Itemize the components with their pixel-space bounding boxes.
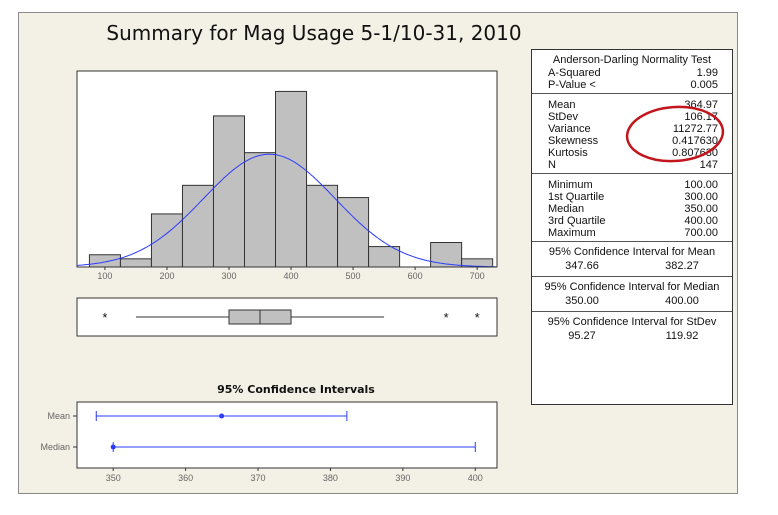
ci-chart-title: 95% Confidence Intervals	[217, 383, 375, 396]
histogram-x-tick-label: 600	[408, 271, 423, 281]
ci-series-label: Median	[40, 442, 70, 452]
ci-median-section: 95% Confidence Interval for Median 350.0…	[532, 277, 732, 312]
ci-mean-section: 95% Confidence Interval for Mean 347.66 …	[532, 242, 732, 277]
quartiles-section: Minimum 100.00 1st Quartile 300.00 Media…	[532, 174, 732, 242]
stat-row-q1: 1st Quartile 300.00	[548, 191, 718, 203]
histogram-x-tick-label: 200	[159, 271, 174, 281]
histogram-bar	[306, 184, 339, 268]
normal-curve	[76, 153, 496, 268]
ci-x-tick-label: 370	[251, 473, 266, 483]
histogram-bar	[119, 258, 152, 268]
ci-stdev-values: 95.27 119.92	[568, 330, 699, 342]
stat-row-minimum: Minimum 100.00	[548, 179, 718, 191]
stats-panel: Anderson-Darling Normality Test A-Square…	[531, 49, 733, 405]
summary-report: Summary for Mag Usage 5-1/10-31, 2010 10…	[18, 12, 738, 494]
histogram-x-tick-label: 700	[470, 271, 485, 281]
stat-row: A-Squared 1.99	[548, 67, 718, 79]
boxplot-outlier: *	[475, 310, 480, 325]
ci-plot-area	[76, 401, 498, 469]
boxplot-outlier: *	[102, 310, 107, 325]
boxplot-outlier: *	[444, 310, 449, 325]
histogram-bar	[150, 213, 183, 268]
stat-row-q3: 3rd Quartile 400.00	[548, 215, 718, 227]
ci-interval-point	[219, 413, 225, 419]
ci-x-tick-label: 400	[468, 473, 483, 483]
histogram-bar	[244, 152, 277, 268]
ci-mean-values: 347.66 382.27	[565, 260, 699, 272]
ci-series-label: Mean	[47, 411, 70, 421]
report-title: Summary for Mag Usage 5-1/10-31, 2010	[106, 21, 522, 45]
histogram-bar	[181, 184, 214, 268]
histogram-x-tick-label: 100	[97, 271, 112, 281]
stat-row: P-Value < 0.005	[548, 79, 718, 91]
stat-row-stdev: StDev 106.17	[548, 111, 718, 123]
histogram-bar	[88, 254, 121, 268]
moments-section: Mean 364.97 StDev 106.17 Variance 11272.…	[532, 94, 732, 174]
ci-x-tick-label: 380	[323, 473, 338, 483]
ci-stdev-section: 95% Confidence Interval for StDev 95.27 …	[532, 312, 732, 346]
histogram-bar	[368, 246, 401, 268]
stat-row-n: N 147	[548, 159, 718, 171]
histogram-bar	[337, 197, 370, 268]
ci-stdev-header: 95% Confidence Interval for StDev	[547, 316, 717, 328]
ci-median-values: 350.00 400.00	[565, 295, 699, 307]
ci-x-tick-label: 390	[395, 473, 410, 483]
histogram-bar	[275, 90, 308, 268]
ci-mean-header: 95% Confidence Interval for Mean	[548, 246, 716, 258]
ci-x-tick-label: 350	[106, 473, 121, 483]
histogram-x-tick-label: 300	[221, 271, 236, 281]
stat-row-variance: Variance 11272.77	[548, 123, 718, 135]
ad-section: Anderson-Darling Normality Test A-Square…	[532, 50, 732, 94]
histogram-x-tick-label: 400	[284, 271, 299, 281]
histogram-bar	[212, 115, 246, 268]
ad-header: Anderson-Darling Normality Test	[552, 54, 712, 66]
stat-row-median: Median 350.00	[548, 203, 718, 215]
ci-x-tick-label: 360	[178, 473, 193, 483]
ci-interval-point	[110, 444, 116, 450]
histogram-bar	[430, 242, 463, 268]
stat-row-kurtosis: Kurtosis 0.807630	[548, 147, 718, 159]
histogram-chart: 100 200 300 400 500 600 700 * * * Mean Median 350 3…	[40, 70, 498, 483]
stat-row-mean: Mean 364.97	[548, 99, 718, 111]
histogram-x-tick-label: 500	[346, 271, 361, 281]
stat-row-skewness: Skewness 0.417630	[548, 135, 718, 147]
ci-median-header: 95% Confidence Interval for Median	[544, 281, 720, 293]
stat-row-maximum: Maximum 700.00	[548, 227, 718, 239]
